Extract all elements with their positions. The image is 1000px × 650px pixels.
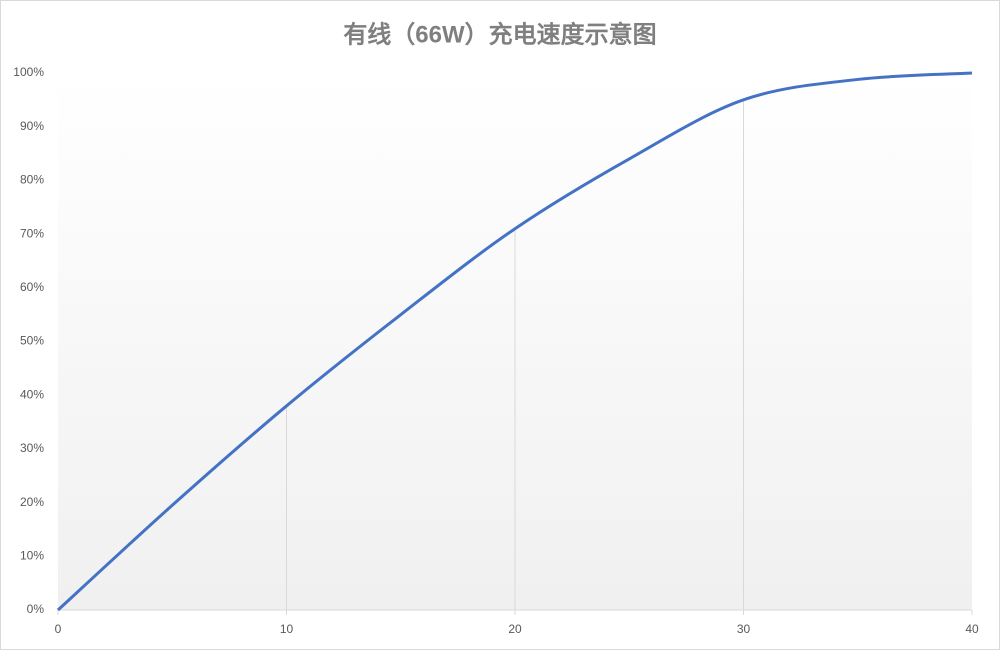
- y-tick-label: 30%: [20, 441, 44, 455]
- x-tick-label: 0: [55, 622, 62, 636]
- chart-title: 有线（66W）充电速度示意图: [343, 20, 656, 48]
- data-line: [56, 71, 973, 612]
- y-tick-label: 70%: [20, 226, 44, 240]
- y-tick-label: 60%: [20, 280, 44, 294]
- y-tick-label: 0%: [27, 602, 45, 616]
- y-tick-label: 50%: [20, 334, 44, 348]
- x-tick-label: 30: [737, 622, 751, 636]
- y-tick-label: 100%: [13, 65, 44, 79]
- y-tick-label: 80%: [20, 173, 44, 187]
- y-tick-label: 20%: [20, 495, 44, 509]
- x-tick-label: 20: [508, 622, 522, 636]
- y-tick-label: 90%: [20, 119, 44, 133]
- y-tick-label: 10%: [20, 548, 44, 562]
- y-tick-label: 40%: [20, 387, 44, 401]
- x-tick-label: 40: [965, 622, 979, 636]
- x-tick-label: 10: [280, 622, 294, 636]
